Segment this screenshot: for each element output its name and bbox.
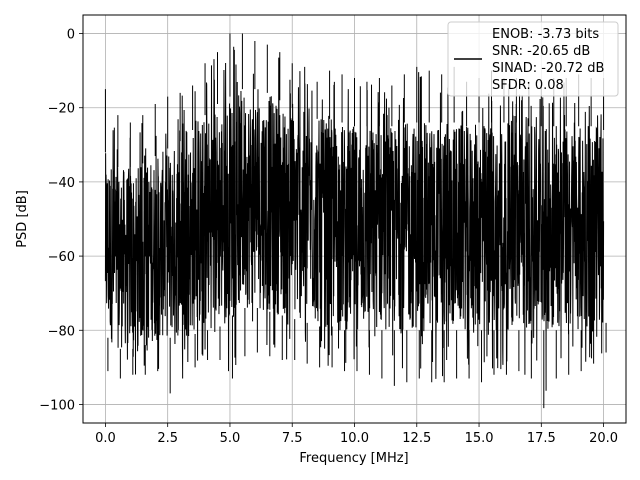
x-tick-label: 17.5 [527,431,556,446]
x-tick-label: 5.0 [220,431,241,446]
x-tick-label: 10.0 [340,431,369,446]
legend-entry-sfdr: SFDR: 0.08 [492,78,564,93]
psd-series-line [104,33,607,409]
y-tick-label: 0 [67,28,75,43]
x-tick-label: 20.0 [589,431,618,446]
y-tick-label: −40 [48,176,75,191]
legend-box [447,21,619,97]
x-tick-label: 2.5 [157,431,178,446]
x-tick-label: 7.5 [282,431,303,446]
x-tick-label: 0.0 [95,431,116,446]
x-axis-label: Frequency [MHz] [299,451,408,466]
x-tick-label: 12.5 [402,431,431,446]
x-axis-ticks: 0.0 2.5 5.0 7.5 10.0 12.5 15.0 17.5 20.0 [95,423,618,446]
legend-entry-sinad: SINAD: -20.72 dB [492,61,604,76]
y-axis-label: PSD [dB] [15,190,30,248]
legend-entry-snr: SNR: -20.65 dB [492,44,590,59]
legend-entry-enob: ENOB: -3.73 bits [492,27,599,42]
legend: ENOB: -3.73 bits SNR: -20.65 dB SINAD: -… [447,21,619,97]
x-tick-label: 15.0 [465,431,494,446]
y-axis-ticks: 0 −20 −40 −60 −80 −100 [39,28,83,413]
y-tick-label: −80 [48,324,75,339]
y-tick-label: −100 [39,398,75,413]
y-tick-label: −20 [48,102,75,117]
y-tick-label: −60 [48,250,75,265]
